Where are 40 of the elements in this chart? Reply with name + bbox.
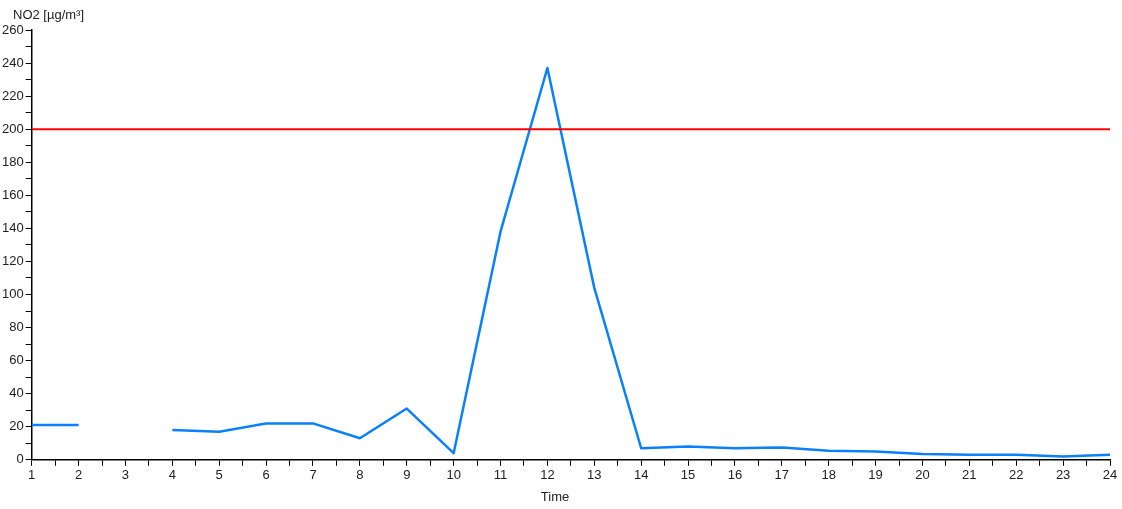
x-tick-label: 7 <box>309 467 317 483</box>
x-tick-label: 4 <box>168 467 176 483</box>
y-tick-label: 100 <box>1 286 24 302</box>
x-tick-label: 8 <box>356 467 364 483</box>
x-tick-label: 1 <box>28 467 36 483</box>
x-tick-label: 19 <box>868 467 883 483</box>
y-tick-label: 240 <box>1 54 24 70</box>
x-tick-label: 17 <box>774 467 790 483</box>
y-axis-title: NO2 [µg/m³] <box>13 7 85 22</box>
x-tick-label: 20 <box>915 467 930 483</box>
x-tick-label: 24 <box>1102 467 1118 483</box>
x-tick-label: 6 <box>262 467 270 483</box>
y-tick-label: 80 <box>9 319 24 335</box>
y-tick-label: 160 <box>1 186 24 202</box>
x-tick-label: 11 <box>493 467 508 483</box>
x-tick-label: 23 <box>1055 467 1071 483</box>
x-axis-title: Time <box>540 488 570 504</box>
x-tick-label: 10 <box>446 467 461 483</box>
x-tick-label: 15 <box>680 467 696 483</box>
x-tick-label: 16 <box>727 467 743 483</box>
x-tick-label: 21 <box>962 467 977 483</box>
x-tick-label: 13 <box>587 467 602 483</box>
x-tick-label: 3 <box>121 467 130 483</box>
x-tick-label: 12 <box>540 467 555 483</box>
x-tick-label: 9 <box>403 467 411 483</box>
y-tick-label: 120 <box>1 253 24 269</box>
y-tick-label: 180 <box>1 153 24 169</box>
y-tick-label: 60 <box>9 352 24 368</box>
y-tick-label: 220 <box>1 87 24 103</box>
x-tick-label: 18 <box>821 467 836 483</box>
y-tick-label: 200 <box>1 120 24 136</box>
x-tick-label: 5 <box>215 467 223 483</box>
y-tick-label: 140 <box>1 219 24 235</box>
x-tick-label: 2 <box>74 467 83 483</box>
y-tick-label: 40 <box>9 385 24 401</box>
y-tick-label: 0 <box>16 451 24 467</box>
y-tick-label: 20 <box>9 418 24 434</box>
x-tick-label: 14 <box>633 467 649 483</box>
x-tick-label: 22 <box>1009 467 1024 483</box>
y-tick-label: 260 <box>1 21 24 37</box>
